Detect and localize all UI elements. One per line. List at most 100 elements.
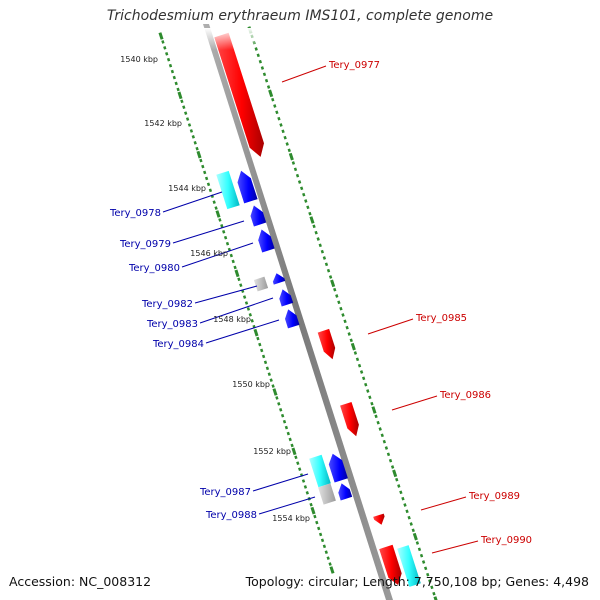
tick-mark [275, 396, 279, 400]
tick-mark [297, 180, 302, 184]
tick-mark [433, 596, 438, 600]
tick-mark [376, 420, 380, 425]
gene-label-tery-0980[interactable]: Tery_0980 [128, 263, 180, 274]
tick-mark [260, 348, 264, 353]
tick-mark [291, 161, 296, 165]
gene-tery-0987-rna [309, 454, 331, 488]
tick-mark [304, 199, 308, 203]
tick-mark [301, 479, 306, 483]
leader-line-tery-0977 [281, 65, 327, 83]
gene-tery-0978-rna [216, 170, 240, 210]
gene-features [214, 32, 421, 587]
tick-mark [353, 351, 358, 355]
tick-mark [268, 89, 274, 98]
tick-mark [277, 116, 281, 121]
tick-mark [277, 402, 281, 406]
tick-mark [285, 142, 289, 146]
tick-mark [208, 188, 213, 193]
tick-mark [265, 366, 270, 371]
tick-mark [279, 123, 283, 127]
tick-mark [163, 46, 167, 50]
accession-text: Accession: NC_008312 [9, 574, 152, 589]
leader-line-tery-0985 [367, 318, 414, 335]
tick-mark [318, 532, 323, 537]
tick-mark [324, 262, 329, 267]
gene-tery-0979 [250, 205, 267, 227]
tick-mark [415, 541, 420, 545]
tick-mark [261, 354, 266, 359]
kbp-label: 1544 kbp [168, 184, 206, 193]
tick-mark [305, 491, 309, 495]
tick-mark [388, 458, 393, 463]
kbp-label: 1554 kbp [272, 514, 310, 523]
tick-mark [223, 235, 228, 240]
tick-mark [254, 47, 258, 51]
tick-mark [250, 318, 254, 323]
tick-mark [390, 465, 395, 469]
tick-mark [428, 579, 432, 583]
tick-mark [302, 192, 306, 197]
gene-tery-0987 [328, 453, 348, 483]
tick-mark [330, 279, 336, 288]
tick-mark [293, 167, 298, 172]
tick-mark [359, 370, 364, 374]
tick-mark [239, 283, 243, 288]
tick-mark [246, 307, 251, 311]
tick-mark [170, 69, 175, 74]
tick-mark [271, 384, 275, 388]
tick-mark [189, 129, 194, 133]
tick-mark [229, 253, 233, 258]
tick-mark [314, 230, 318, 235]
tick-mark [180, 99, 184, 104]
gene-label-tery-0987[interactable]: Tery_0987 [199, 487, 251, 498]
tick-mark [256, 336, 260, 341]
tick-mark [218, 218, 222, 222]
gene-label-tery-0989[interactable]: Tery_0989 [468, 491, 520, 502]
gene-label-tery-0984[interactable]: Tery_0984 [152, 339, 204, 350]
tick-mark [158, 32, 164, 40]
tick-mark [288, 437, 292, 442]
tick-mark [395, 477, 399, 482]
tick-mark [273, 104, 277, 108]
gene-label-tery-0979[interactable]: Tery_0979 [119, 239, 171, 250]
genome-summary-text: Topology: circular; Length: 7,750,108 bp… [245, 574, 589, 589]
gene-label-tery-0983[interactable]: Tery_0983 [146, 319, 198, 330]
tick-mark [407, 515, 411, 520]
tick-mark [303, 485, 308, 489]
tick-mark [430, 585, 434, 590]
genome-backbone [203, 24, 393, 600]
tick-mark [419, 553, 424, 558]
tick-mark [260, 66, 265, 70]
gene-label-tery-0982[interactable]: Tery_0982 [141, 299, 193, 310]
tick-mark [288, 152, 294, 161]
tick-mark [176, 87, 180, 92]
gene-tery-0988-other [318, 483, 336, 505]
gene-label-tery-0978[interactable]: Tery_0978 [109, 208, 161, 219]
gene-label-tery-0985[interactable]: Tery_0985 [415, 313, 467, 324]
tick-mark [212, 200, 216, 204]
tick-mark [165, 51, 169, 56]
tick-mark [234, 269, 240, 278]
gene-label-tery-0977[interactable]: Tery_0977 [328, 60, 380, 71]
kbp-label: 1548 kbp [213, 315, 251, 324]
gene-label-tery-0988[interactable]: Tery_0988 [205, 510, 257, 521]
gene-label-tery-0986[interactable]: Tery_0986 [439, 390, 491, 401]
tick-mark [193, 140, 197, 145]
gene-tery-0984 [285, 309, 300, 329]
tick-mark [220, 224, 224, 228]
tick-mark [215, 210, 221, 218]
tick-mark [166, 57, 171, 62]
kbp-label: 1542 kbp [144, 119, 182, 128]
tick-mark [231, 259, 235, 264]
tick-mark [308, 211, 312, 216]
leader-line-tery-0982 [194, 285, 258, 304]
tick-mark [316, 237, 320, 241]
tick-mark [263, 360, 268, 365]
tick-mark [287, 148, 291, 153]
tick-mark [322, 544, 327, 549]
tick-mark [349, 338, 353, 343]
tick-mark [424, 566, 428, 571]
tick-mark [203, 170, 207, 175]
gene-label-tery-0990[interactable]: Tery_0990 [480, 535, 532, 546]
tick-mark [187, 123, 192, 127]
